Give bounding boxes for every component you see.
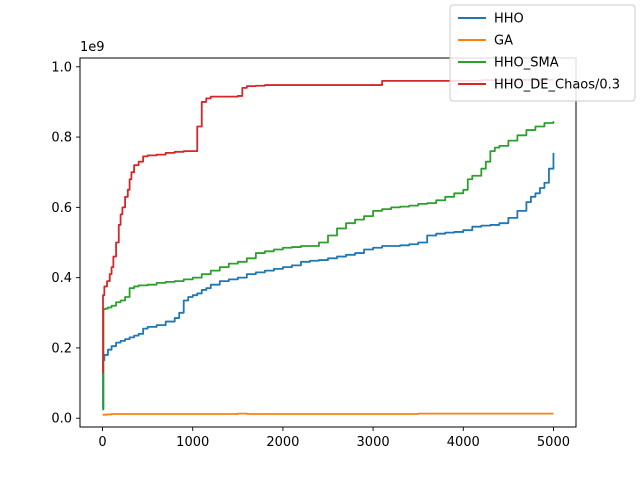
legend-label-3: HHO_DE_Chaos/0.3 [494,78,620,93]
y-tick-label: 0.4 [51,271,72,286]
legend-label-0: HHO [494,12,524,27]
legend-label-2: HHO_SMA [494,56,559,71]
y-axis-offset-label: 1e9 [80,40,105,55]
legend: HHO GA HHO_SMA HHO_DE_Chaos/0.3 [449,4,636,102]
y-tick-label: 0.0 [51,412,72,427]
series-line-3 [102,78,554,374]
x-axis: 0 1000 2000 3000 4000 5000 [98,427,570,450]
x-tick-label: 3000 [357,435,390,450]
x-tick-label: 4000 [447,435,480,450]
y-tick-label: 0.8 [51,131,72,146]
plot-area-frame [79,57,577,428]
series-line-2 [102,121,555,411]
y-tick-label: 0.2 [51,341,72,356]
y-tick-label: 1.0 [51,60,72,75]
x-tick-label: 1000 [176,435,209,450]
legend-label-1: GA [494,34,513,49]
y-tick-label: 0.6 [51,201,72,216]
legend-box [449,4,636,102]
x-tick-label: 5000 [537,435,570,450]
x-tick-label: 2000 [266,435,299,450]
x-tick-label: 0 [98,435,106,450]
series-line-1 [102,412,554,416]
y-axis: 0.0 0.2 0.4 0.6 0.8 1.0 [51,60,80,427]
series-lines [102,78,555,416]
series-line-0 [102,152,555,411]
